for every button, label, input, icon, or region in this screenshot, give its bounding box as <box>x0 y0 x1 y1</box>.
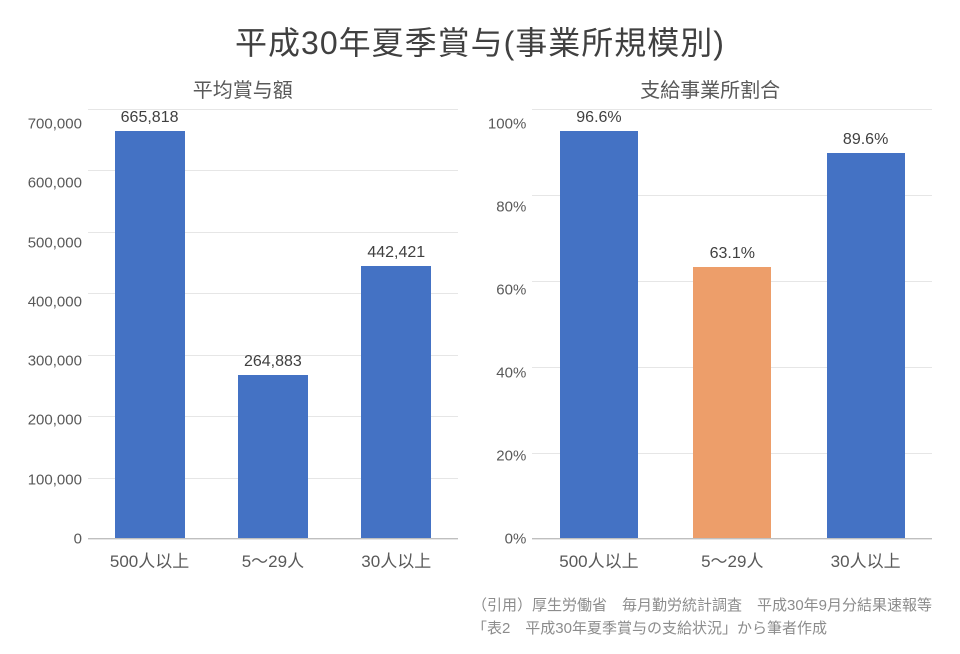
plot-area: 96.6% 63.1% 89.6% <box>532 109 932 539</box>
citation: （引用）厚生労働省 毎月勤労統計調査 平成30年9月分結果速報等 「表2 平成3… <box>472 595 932 640</box>
citation-line-2: 「表2 平成30年夏季賞与の支給状況」から筆者作成 <box>472 618 932 641</box>
y-tick: 80% <box>496 200 526 215</box>
charts-container: 平均賞与額 700,000 600,000 500,000 400,000 300,000… <box>0 74 960 572</box>
chart-subtitle: 平均賞与額 <box>193 74 293 103</box>
y-tick: 700,000 <box>28 117 82 132</box>
bars-group: 665,818 264,883 442,421 <box>88 109 458 538</box>
plot-area: 665,818 264,883 442,421 <box>88 109 458 539</box>
bar-slot: 89.6% <box>799 109 932 538</box>
bar-rect <box>693 267 771 538</box>
x-category: 500人以上 <box>532 547 665 572</box>
bar-slot: 63.1% <box>666 109 799 538</box>
bar-value-label: 63.1% <box>710 245 755 263</box>
bar-value-label: 442,421 <box>367 244 425 262</box>
page-title: 平成30年夏季賞与(事業所規模別) <box>0 0 960 64</box>
x-axis: 500人以上5～29人30人以上 <box>88 547 458 572</box>
bar-value-label: 665,818 <box>121 109 179 127</box>
chart-body: 100% 80% 60% 40% 20% 0% 96.6% 63.1% 89.6% 500人以上5… <box>488 109 932 572</box>
y-tick: 20% <box>496 449 526 464</box>
y-tick: 600,000 <box>28 176 82 191</box>
y-tick: 400,000 <box>28 294 82 309</box>
y-tick: 40% <box>496 366 526 381</box>
bar-slot: 665,818 <box>88 109 211 538</box>
bar-rect <box>238 375 308 538</box>
x-category: 500人以上 <box>88 547 211 572</box>
bar-slot: 442,421 <box>335 109 458 538</box>
y-tick: 0 <box>74 531 82 546</box>
grid-line <box>532 539 932 540</box>
bar-slot: 264,883 <box>211 109 334 538</box>
y-tick: 100,000 <box>28 472 82 487</box>
x-category: 30人以上 <box>799 547 932 572</box>
bar-slot: 96.6% <box>532 109 665 538</box>
y-axis: 700,000 600,000 500,000 400,000 300,000 200,0… <box>28 109 88 539</box>
bar-rect <box>827 153 905 538</box>
x-category: 5～29人 <box>666 547 799 572</box>
bars-group: 96.6% 63.1% 89.6% <box>532 109 932 538</box>
bar-rect <box>115 131 185 538</box>
chart-body: 700,000 600,000 500,000 400,000 300,000 200,0… <box>28 109 458 572</box>
bar-rect <box>560 131 638 538</box>
chart-subtitle: 支給事業所割合 <box>640 74 780 103</box>
bar-rect <box>361 266 431 538</box>
citation-line-1: （引用）厚生労働省 毎月勤労統計調査 平成30年9月分結果速報等 <box>472 595 932 618</box>
y-axis: 100%80%60%40%20%0% <box>488 109 532 539</box>
y-tick: 60% <box>496 283 526 298</box>
x-axis: 500人以上5～29人30人以上 <box>532 547 932 572</box>
y-tick: 500,000 <box>28 235 82 250</box>
chart-0: 平均賞与額 700,000 600,000 500,000 400,000 300,000… <box>28 74 458 572</box>
y-tick: 200,000 <box>28 413 82 428</box>
y-tick: 100% <box>488 117 526 132</box>
chart-1: 支給事業所割合 100% 80% 60% 40% 20% 0% 96.6% 63.1% 89.6%… <box>488 74 932 572</box>
plot-column: 665,818 264,883 442,421 500人以上5～29人30人以上 <box>88 109 458 572</box>
bar-value-label: 89.6% <box>843 131 888 149</box>
bar-value-label: 264,883 <box>244 353 302 371</box>
plot-column: 96.6% 63.1% 89.6% 500人以上5～29人30人以上 <box>532 109 932 572</box>
grid-line <box>88 539 458 540</box>
x-category: 30人以上 <box>335 547 458 572</box>
bar-value-label: 96.6% <box>576 109 621 127</box>
x-category: 5～29人 <box>211 547 334 572</box>
y-tick: 0% <box>505 532 527 547</box>
y-tick: 300,000 <box>28 354 82 369</box>
